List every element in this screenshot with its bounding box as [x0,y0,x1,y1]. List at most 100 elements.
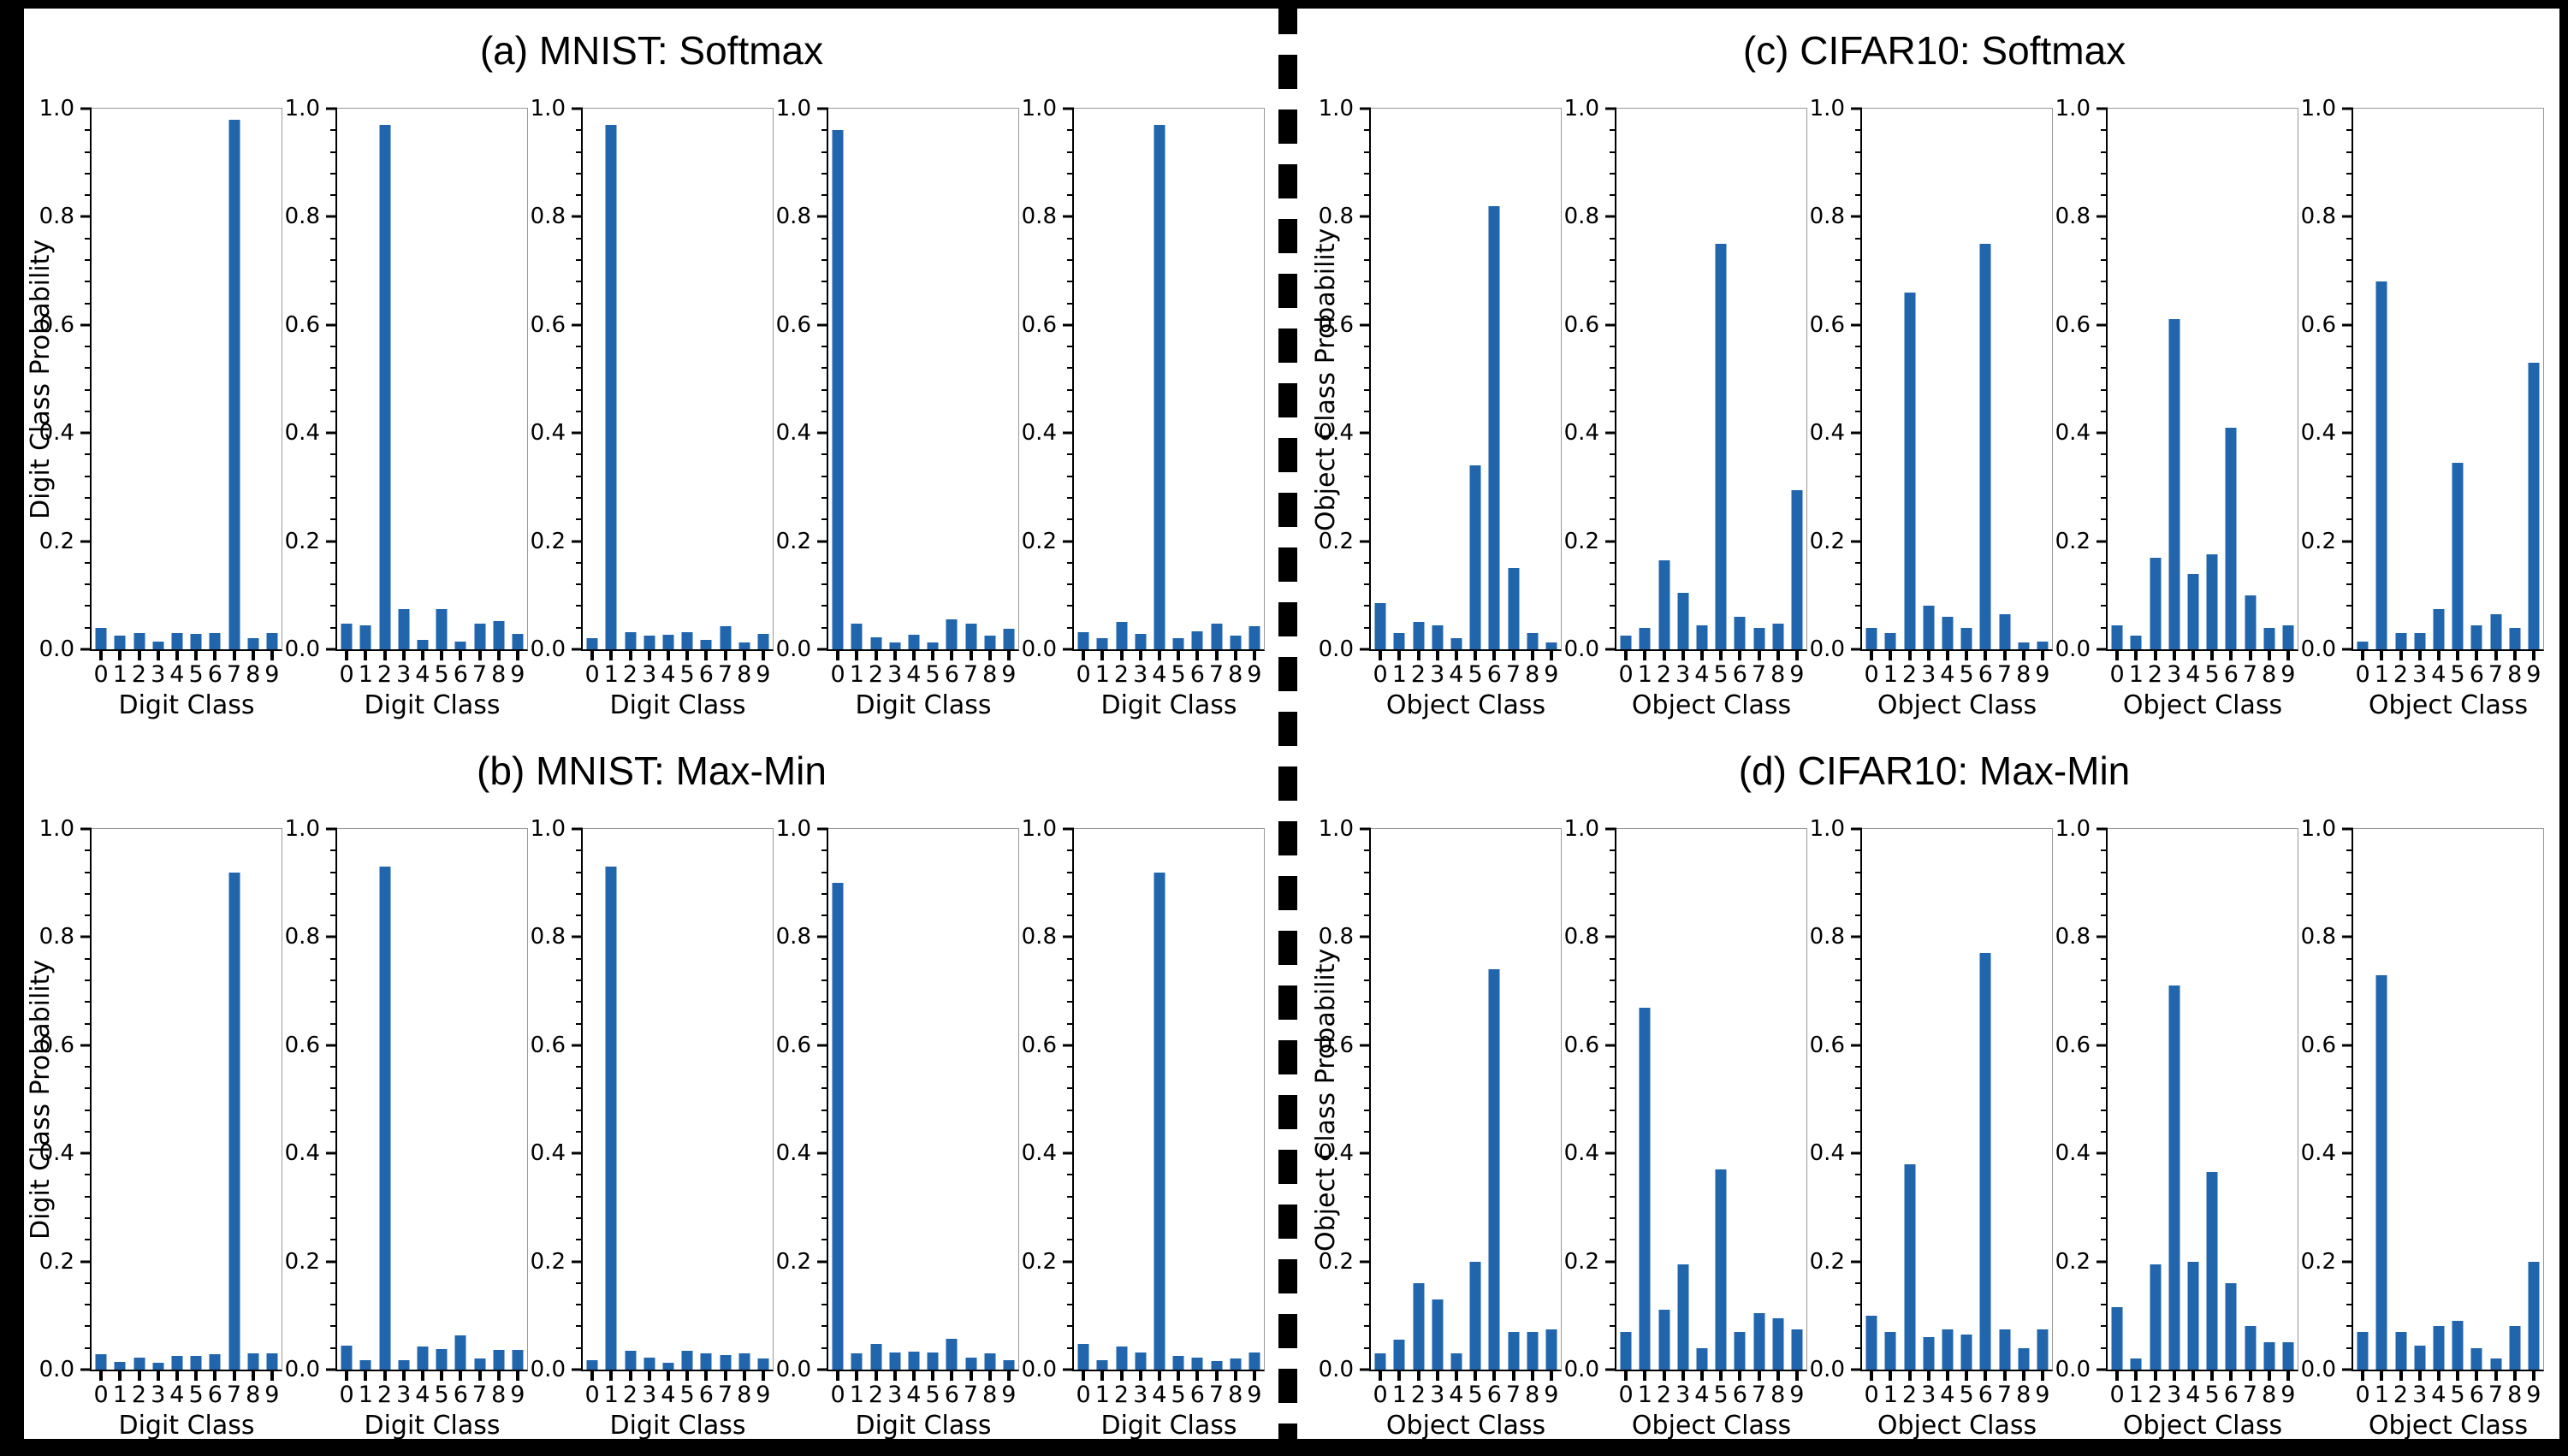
x-tick [2153,649,2157,660]
y-tick-label: 0.4 [2300,420,2336,447]
x-tick-label: 2 [2147,661,2163,688]
y-minor-tick [2101,346,2108,348]
y-minor-tick [576,1195,583,1198]
y-tick-label: 0.8 [1318,924,1354,950]
y-minor-tick [1364,626,1371,629]
y-major-tick [572,540,583,543]
x-tick-label: 1 [358,661,373,688]
y-minor-tick [1855,1066,1862,1068]
bar [832,130,844,649]
charts-row: 0.0 0.2 0.4 0.6 0.8 1.0 0 1 2 3 4 5 6 7 8 9 Object Class… [1316,818,2544,1444]
bar [2263,1342,2275,1370]
x-axis-label: Object Class [1631,1411,1792,1441]
bar [2245,1326,2256,1370]
y-major-tick [572,323,583,327]
bar [1734,1331,1746,1370]
x-tick-label: 8 [2016,661,2031,688]
x-tick-label: 3 [2412,1382,2428,1408]
bar [851,623,863,649]
x-tick [1474,1370,1478,1381]
y-minor-tick [1364,979,1371,981]
y-minor-tick [330,1239,337,1241]
bar [1791,489,1803,649]
y-major-tick [2342,1260,2353,1264]
y-minor-tick [1067,151,1074,153]
bar [2509,627,2521,649]
y-minor-tick [576,410,583,412]
y-tick-label: 0.0 [2055,636,2091,662]
x-tick [440,649,444,660]
bar [625,1350,636,1370]
x-tick [874,1370,878,1381]
bar [984,1353,996,1370]
x-tick [477,1370,482,1381]
y-minor-tick [2101,871,2108,873]
x-tick-label: 4 [661,661,676,688]
y-minor-tick [821,367,828,370]
y-minor-tick [821,388,828,391]
x-tick-label: 4 [1694,1382,1710,1408]
x-tick-label: 6 [2223,1382,2239,1408]
x-tick-label: 9 [264,661,280,688]
y-minor-tick [821,1195,828,1198]
y-major-tick [326,215,337,218]
y-major-tick [2342,935,2353,938]
y-tick-label: 0.6 [1563,1032,1599,1058]
y-major-tick [572,107,583,110]
bar [2037,641,2049,649]
x-tick [628,649,632,660]
bar-chart: 0.0 0.2 0.4 0.6 0.8 1.0 0 1 2 3 4 5 6 7 8 9 Object Class [1807,818,2053,1444]
y-minor-tick [1855,561,1862,564]
x-tick [1138,649,1142,660]
y-minor-tick [1610,388,1616,391]
y-minor-tick [2346,1281,2353,1284]
y-minor-tick [2346,129,2353,132]
x-tick [2512,649,2517,660]
x-tick-label: 1 [112,1382,128,1408]
y-tick-label: 0.0 [1021,636,1057,662]
bar [1488,969,1500,1370]
y-tick-label: 0.2 [1318,528,1354,554]
y-minor-tick [1067,367,1074,370]
y-tick-label: 0.0 [1021,1357,1057,1382]
x-tick [137,1370,141,1381]
y-minor-tick [2346,151,2353,153]
y-minor-tick [2346,871,2353,873]
x-tick-label: 3 [887,1382,903,1408]
x-tick [2475,649,2479,660]
y-minor-tick [1610,626,1616,629]
y-minor-tick [1855,1109,1862,1111]
y-minor-tick [1610,605,1616,607]
x-tick-label: 0 [830,661,845,688]
y-minor-tick [85,1195,92,1198]
y-minor-tick [1364,1066,1371,1068]
bar [114,636,126,649]
bar-chart: 0.0 0.2 0.4 0.6 0.8 1.0 0 1 2 3 4 5 6 7 8 9 Object Class [2053,98,2298,724]
y-major-tick [2097,648,2108,651]
x-tick [742,1370,746,1381]
bar [700,1353,712,1370]
x-tick [1252,1370,1256,1381]
y-minor-tick [330,1087,337,1090]
x-tick [2002,1370,2007,1381]
plot-area: 0.0 0.2 0.4 0.6 0.8 1.0 0 1 2 3 4 5 6 7 8 9 Digit Class [285,818,528,1441]
x-tick [2002,649,2007,660]
bar-chart: 0.0 0.2 0.4 0.6 0.8 1.0 0 1 2 3 4 5 6 7 8 9 Digit Class [37,818,282,1444]
y-minor-tick [1067,605,1074,607]
x-tick [1965,1370,1969,1381]
y-minor-tick [1364,1281,1371,1284]
plot-area: 0.0 0.2 0.4 0.6 0.8 1.0 0 1 2 3 4 5 6 7 8 9 Digit Class [39,98,282,720]
x-tick-label: 3 [1921,1382,1936,1408]
y-minor-tick [2346,1109,2353,1111]
y-minor-tick [2101,1347,2108,1349]
x-tick-label: 3 [642,661,657,688]
x-tick-label: 1 [1391,1382,1407,1408]
y-minor-tick [821,957,828,960]
y-minor-tick [2101,1130,2108,1133]
y-minor-tick [1855,1217,1862,1220]
x-tick-label: 6 [1486,1382,1502,1408]
y-tick-label: 1.0 [39,96,74,121]
x-tick-label: 5 [434,661,449,688]
y-minor-tick [330,1174,337,1176]
y-minor-tick [85,453,92,456]
